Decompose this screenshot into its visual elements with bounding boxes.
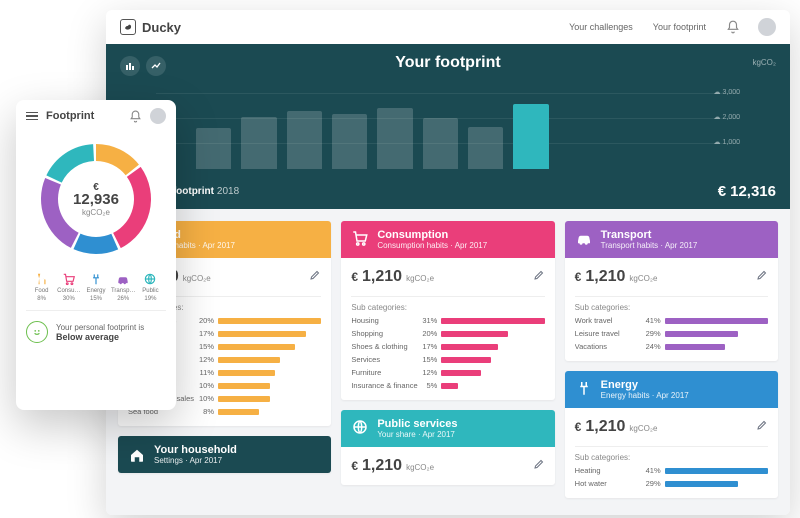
card-title: Consumption <box>377 229 487 241</box>
card-unit: kgCO₂e <box>406 463 434 472</box>
sub-row: Leisure travel29% <box>575 329 768 338</box>
card-value: 1,210 <box>585 268 625 286</box>
sub-row: Shopping20% <box>351 329 544 338</box>
card-title: Your household <box>154 444 237 456</box>
card-public: Public servicesYour share · Apr 2017 €1,… <box>341 410 554 485</box>
sub-row: Vacations24% <box>575 342 768 351</box>
category-icons: Food8%Consu…30%Energy15%Transp…26%Public… <box>26 270 166 310</box>
edit-icon[interactable] <box>309 269 321 281</box>
card-title: Energy <box>601 379 689 391</box>
sub-row: Insurance & finance5% <box>351 381 544 390</box>
public-icon <box>351 418 369 436</box>
cat-food[interactable]: Food8% <box>28 272 55 302</box>
cat-energy[interactable]: Energy15% <box>82 272 109 302</box>
hero-bar[interactable] <box>377 108 412 169</box>
cat-consumption[interactable]: Consu…30% <box>55 272 82 302</box>
hero-bar[interactable] <box>196 128 231 169</box>
card-subtitle: Consumption habits · Apr 2017 <box>377 241 487 250</box>
sub-row: Work travel41% <box>575 316 768 325</box>
topbar: Ducky Your challenges Your footprint <box>106 10 790 44</box>
nav-footprint[interactable]: Your footprint <box>653 22 706 32</box>
menu-icon[interactable] <box>26 112 38 121</box>
card-energy: EnergyEnergy habits · Apr 2017 €1,210kgC… <box>565 371 778 498</box>
card-unit: kgCO₂e <box>183 274 211 283</box>
sub-row: Services15% <box>351 355 544 364</box>
card-value: 1,210 <box>362 268 402 286</box>
card-subtitle: Transport habits · Apr 2017 <box>601 241 698 250</box>
subs-label: Sub categories: <box>351 296 544 312</box>
card-title: Public services <box>377 418 457 430</box>
edit-icon[interactable] <box>756 269 768 281</box>
footprint-note: Your personal footprint is Below average <box>26 310 166 343</box>
bell-icon[interactable] <box>129 110 142 123</box>
bell-icon[interactable] <box>726 20 740 34</box>
card-transport: TransportTransport habits · Apr 2017 €1,… <box>565 221 778 361</box>
hero-bar[interactable] <box>241 117 276 169</box>
hero-bar[interactable] <box>468 127 503 169</box>
edit-icon[interactable] <box>533 458 545 470</box>
logo-icon <box>120 19 136 35</box>
user-avatar[interactable] <box>758 18 776 36</box>
card-subtitle: Settings · Apr 2017 <box>154 456 237 465</box>
subs-label: Sub categories: <box>575 446 768 462</box>
note-line2: Below average <box>56 332 144 342</box>
card-value: 1,210 <box>585 418 625 436</box>
card-value: 1,210 <box>362 457 402 475</box>
mobile-title: Footprint <box>46 110 94 122</box>
consumption-icon <box>351 229 369 247</box>
donut-chart: € 12,936 kgCO₂e <box>31 134 161 264</box>
nav-challenges[interactable]: Your challenges <box>569 22 633 32</box>
card-household[interactable]: Your householdSettings · Apr 2017 <box>118 436 331 473</box>
sub-row: Shoes & clothing17% <box>351 342 544 351</box>
mobile-window: Footprint € 12,936 kgCO₂e Food8%Consu…30… <box>16 100 176 410</box>
cat-transport[interactable]: Transp…26% <box>110 272 137 302</box>
household-icon <box>128 446 146 464</box>
hero-title: Your footprint <box>106 54 790 72</box>
sub-row: Housing31% <box>351 316 544 325</box>
card-unit: kgCO₂e <box>629 274 657 283</box>
card-subtitle: Energy habits · Apr 2017 <box>601 391 689 400</box>
smile-icon <box>26 321 48 343</box>
donut-unit: kgCO₂e <box>82 208 110 217</box>
sub-row: Furniture12% <box>351 368 544 377</box>
footer-total: €12,316 <box>718 183 776 200</box>
hero-bar[interactable] <box>423 118 458 169</box>
card-unit: kgCO₂e <box>629 424 657 433</box>
hero-bar[interactable] <box>332 114 367 169</box>
note-line1: Your personal footprint is <box>56 323 144 332</box>
cards-grid: FoodFood habits · Apr 2017 €1,210kgCO₂e … <box>106 209 790 515</box>
donut-total: 12,936 <box>73 191 119 208</box>
edit-icon[interactable] <box>756 419 768 431</box>
cat-public[interactable]: Public19% <box>137 272 164 302</box>
sub-row: Hot water29% <box>575 479 768 488</box>
subs-label: Sub categories: <box>575 296 768 312</box>
card-unit: kgCO₂e <box>406 274 434 283</box>
sub-row: Heating41% <box>575 466 768 475</box>
desktop-window: Ducky Your challenges Your footprint You… <box>106 10 790 515</box>
card-subtitle: Your share · Apr 2017 <box>377 430 457 439</box>
hero-bar[interactable] <box>513 104 548 169</box>
user-avatar[interactable] <box>150 108 166 124</box>
card-title: Transport <box>601 229 698 241</box>
hero-unit: kgCO₂ <box>752 58 776 67</box>
edit-icon[interactable] <box>533 269 545 281</box>
hero-bar[interactable] <box>287 111 322 169</box>
transport-icon <box>575 229 593 247</box>
brand-name: Ducky <box>142 20 181 35</box>
card-consumption: ConsumptionConsumption habits · Apr 2017… <box>341 221 554 400</box>
hero-chart: Your footprint kgCO₂ ☁ 3,000☁ 2,000☁ 1,0… <box>106 44 790 209</box>
energy-icon <box>575 379 593 397</box>
